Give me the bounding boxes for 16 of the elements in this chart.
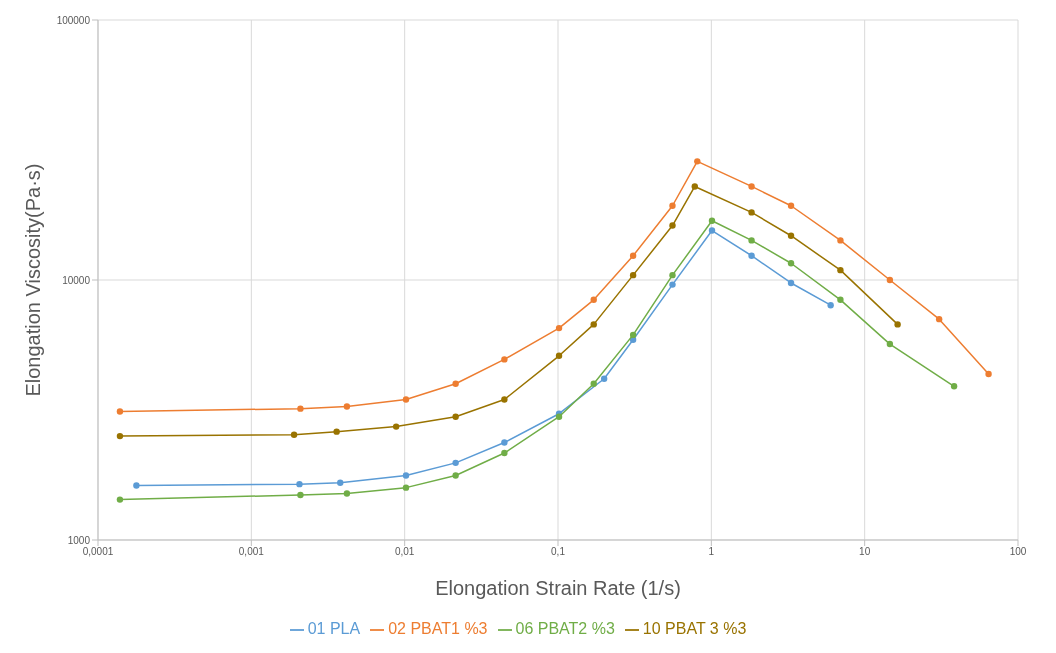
x-tick-label: 0,01 (394, 546, 415, 558)
x-tick-label: 0,001 (238, 546, 265, 558)
x-tick-label: 0,1 (551, 546, 566, 558)
y-axis-title: Elongation Viscosity(Pa·s) (22, 163, 45, 397)
legend-label: 10 PBAT 3 %3 (642, 620, 747, 637)
x-tick-label: 100 (1009, 546, 1027, 558)
x-tick-label: 1 (708, 546, 715, 558)
x-axis-title: Elongation Strain Rate (1/s) (435, 577, 681, 599)
x-tick-label: 0,0001 (82, 546, 114, 558)
legend-label: 02 PBAT1 %3 (388, 620, 488, 637)
y-tick-label: 1000 (67, 534, 91, 546)
x-tick-label: 10 (859, 546, 871, 558)
y-tick-label: 100000 (56, 14, 91, 26)
legend-label: 01 PLA (307, 620, 361, 637)
y-tick-label: 10000 (62, 274, 91, 286)
legend-label: 06 PBAT2 %3 (515, 620, 615, 637)
